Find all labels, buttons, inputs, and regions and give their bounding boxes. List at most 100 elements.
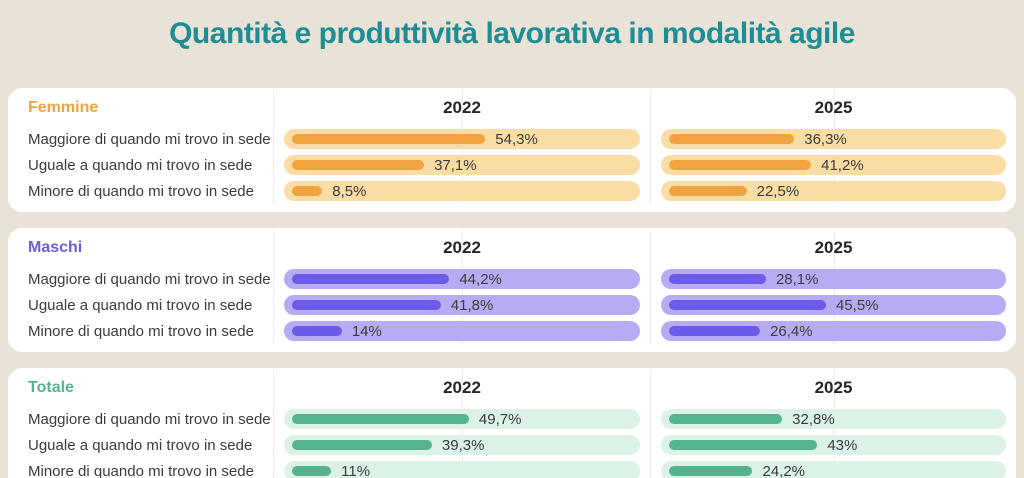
bar-track: 49,7% <box>284 409 640 429</box>
panel-maschi: Maschi Maggiore di quando mi trovo in se… <box>8 228 1016 352</box>
bar-row: 43% <box>651 432 1016 458</box>
bar-fill <box>292 440 432 450</box>
bar-track: 26,4% <box>661 321 1006 341</box>
row-label: Minore di quando mi trovo in sede <box>28 182 254 200</box>
year-column-2022: 2022 49,7% 39,3% 11% <box>273 370 650 478</box>
bar-track: 14% <box>284 321 640 341</box>
bar-value: 26,4% <box>770 322 813 340</box>
bar-row: 22,5% <box>651 178 1016 204</box>
panel-totale: Totale Maggiore di quando mi trovo in se… <box>8 368 1016 478</box>
bar-value: 28,1% <box>775 270 819 288</box>
row-label: Minore di quando mi trovo in sede <box>28 462 254 478</box>
row-label: Maggiore di quando mi trovo in sede <box>28 410 271 428</box>
bar-fill <box>292 300 441 310</box>
bar-fill <box>669 160 812 170</box>
bar-row: 41,8% <box>274 292 650 318</box>
bar-fill <box>292 160 425 170</box>
bar-track: 44,2% <box>284 269 640 289</box>
group-title: Femmine <box>28 99 99 116</box>
bar-track: 43% <box>661 435 1006 455</box>
year-column-2025: 2025 36,3% 41,2% 22,5% <box>650 90 1016 204</box>
bar-row: 24,2% <box>651 458 1016 478</box>
bar-value: 22,5% <box>756 182 800 200</box>
bar-value: 54,3% <box>495 130 538 148</box>
bar-track: 39,3% <box>284 435 640 455</box>
year-column-2025: 2025 28,1% 45,5% 26,4% <box>650 230 1016 344</box>
bar-fill <box>669 186 747 196</box>
row-label: Uguale a quando mi trovo in sede <box>28 296 253 314</box>
bar-track: 45,5% <box>661 295 1006 315</box>
bar-fill <box>292 466 332 476</box>
panel-femmine: Femmine Maggiore di quando mi trovo in s… <box>8 88 1016 212</box>
bar-fill <box>669 300 826 310</box>
group-title: Totale <box>28 379 74 396</box>
bar-value: 44,2% <box>459 270 502 288</box>
bar-track: 41,2% <box>661 155 1006 175</box>
bar-row: 8,5% <box>274 178 650 204</box>
bar-row: 44,2% <box>274 266 650 292</box>
bar-value: 39,3% <box>441 436 485 454</box>
bar-track: 8,5% <box>284 181 640 201</box>
bar-value: 14% <box>351 322 382 340</box>
bar-fill <box>292 326 342 336</box>
year-header-2022: 2022 <box>443 378 481 397</box>
bar-row: 39,3% <box>274 432 650 458</box>
bar-track: 54,3% <box>284 129 640 149</box>
bar-value: 32,8% <box>792 410 835 428</box>
bar-value: 49,7% <box>478 410 522 428</box>
label-column: Totale Maggiore di quando mi trovo in se… <box>8 370 273 478</box>
bar-value: 11% <box>341 462 371 478</box>
row-label: Maggiore di quando mi trovo in sede <box>28 130 271 148</box>
year-header-2022: 2022 <box>443 98 481 117</box>
year-header-2025: 2025 <box>814 98 853 117</box>
row-label: Uguale a quando mi trovo in sede <box>28 436 253 454</box>
bar-value: 36,3% <box>804 130 847 148</box>
bar-row: 26,4% <box>651 318 1016 344</box>
bar-value: 8,5% <box>332 182 367 200</box>
bar-row: 37,1% <box>274 152 650 178</box>
bar-track: 24,2% <box>661 461 1006 478</box>
bar-row: 54,3% <box>274 126 650 152</box>
bar-value: 24,2% <box>762 462 806 478</box>
bar-row: 36,3% <box>651 126 1016 152</box>
row-label: Minore di quando mi trovo in sede <box>28 322 254 340</box>
bar-row: 11% <box>274 458 650 478</box>
bar-fill <box>292 274 450 284</box>
bar-fill <box>669 414 783 424</box>
bar-fill <box>292 134 486 144</box>
bar-track: 36,3% <box>661 129 1006 149</box>
bar-value: 41,2% <box>821 156 864 174</box>
bar-value: 45,5% <box>835 296 879 314</box>
bar-track: 28,1% <box>661 269 1006 289</box>
bar-value: 43% <box>827 436 858 454</box>
bar-row: 41,2% <box>651 152 1016 178</box>
bar-track: 22,5% <box>661 181 1006 201</box>
bar-track: 11% <box>284 461 640 478</box>
bar-fill <box>292 186 323 196</box>
bar-row: 32,8% <box>651 406 1016 432</box>
page-title: Quantità e produttività lavorativa in mo… <box>169 17 855 50</box>
bar-row: 14% <box>274 318 650 344</box>
bar-row: 49,7% <box>274 406 650 432</box>
bar-value: 41,8% <box>450 296 494 314</box>
bar-row: 45,5% <box>651 292 1016 318</box>
bar-fill <box>669 134 795 144</box>
bar-track: 37,1% <box>284 155 640 175</box>
label-column: Femmine Maggiore di quando mi trovo in s… <box>8 90 273 204</box>
row-label: Uguale a quando mi trovo in sede <box>28 156 253 174</box>
bar-fill <box>669 274 766 284</box>
label-column: Maschi Maggiore di quando mi trovo in se… <box>8 230 273 344</box>
bar-fill <box>669 440 818 450</box>
bar-track: 41,8% <box>284 295 640 315</box>
bar-value: 37,1% <box>434 156 477 174</box>
bar-track: 32,8% <box>661 409 1006 429</box>
row-label: Maggiore di quando mi trovo in sede <box>28 270 271 288</box>
year-header-2025: 2025 <box>814 238 853 257</box>
year-header-2022: 2022 <box>443 238 481 257</box>
year-column-2025: 2025 32,8% 43% 24,2% <box>650 370 1016 478</box>
bar-fill <box>292 414 469 424</box>
bar-fill <box>669 466 753 476</box>
year-header-2025: 2025 <box>814 378 853 397</box>
bar-row: 28,1% <box>651 266 1016 292</box>
